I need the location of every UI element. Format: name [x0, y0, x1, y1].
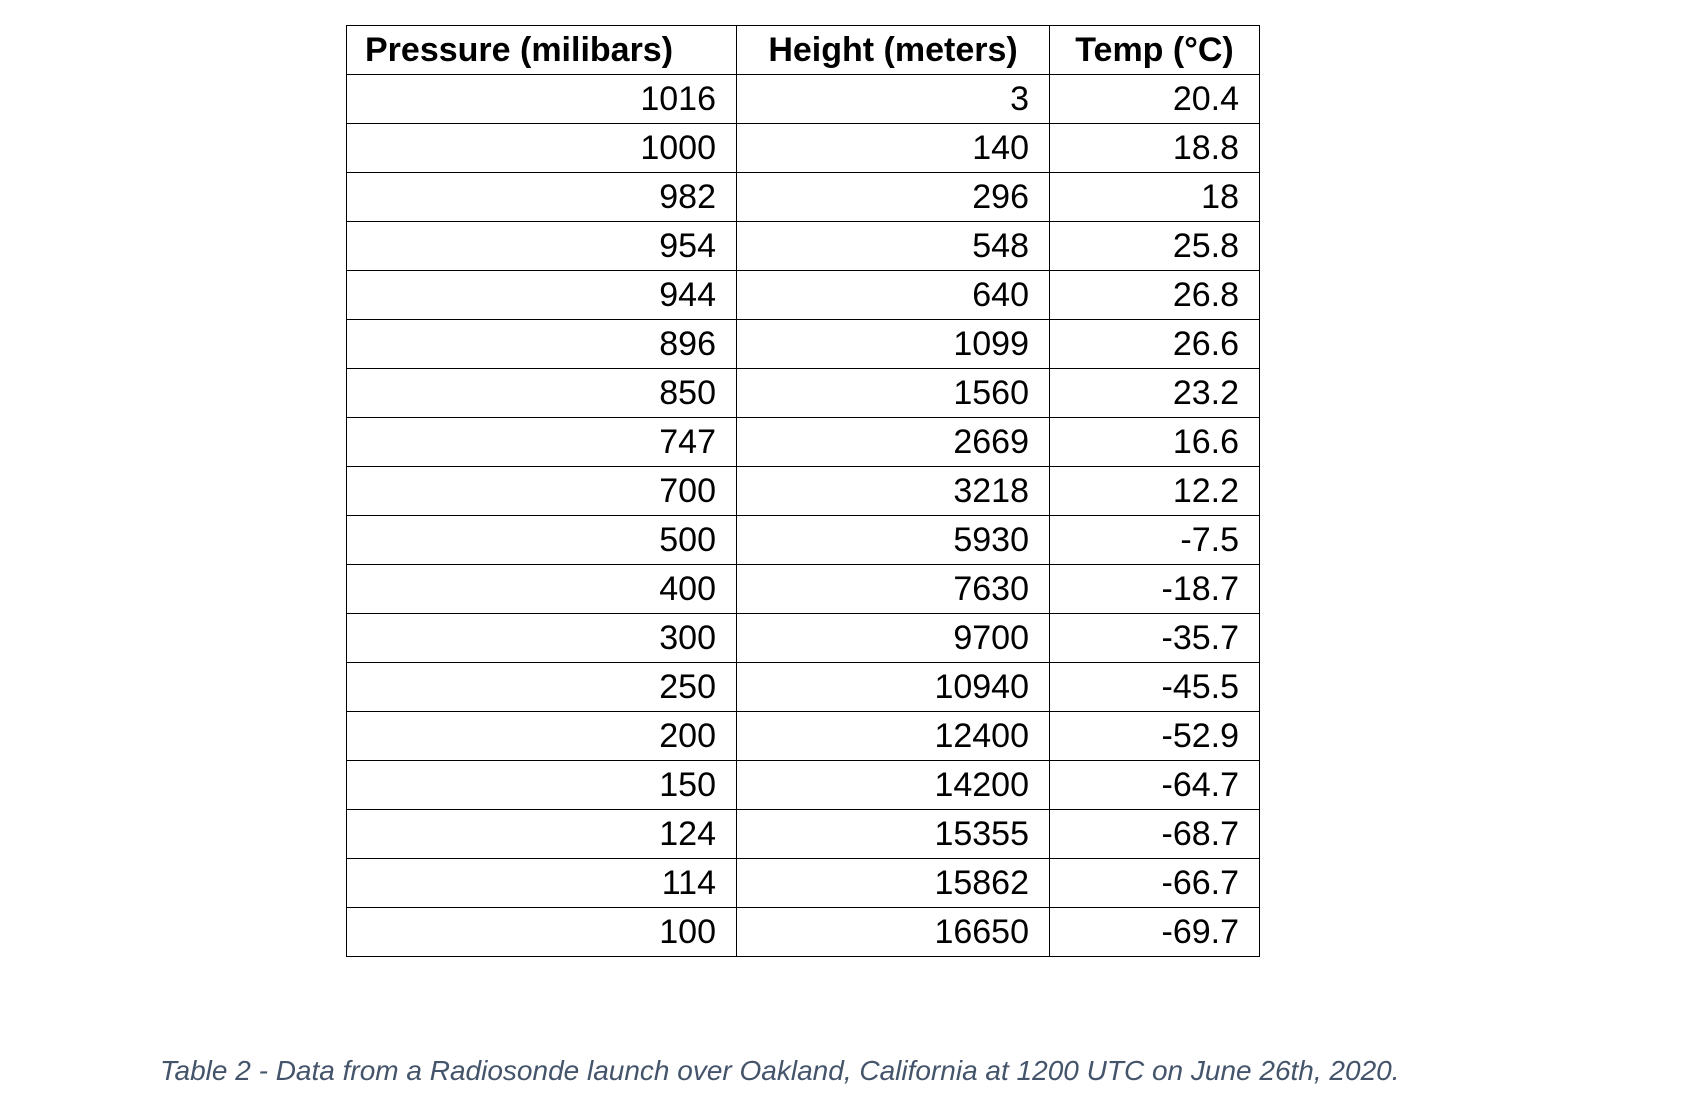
table-body: 1016 3 20.4 1000 140 18.8 982 296 18 954 548 25.8 94…: [346, 74, 1260, 957]
height-cell: 12400: [736, 711, 1050, 761]
height-cell: 1560: [736, 368, 1050, 418]
table-row: 944 640 26.8: [346, 270, 1260, 320]
table-row: 850 1560 23.2: [346, 368, 1260, 418]
table-row: 1000 140 18.8: [346, 123, 1260, 173]
height-cell: 3218: [736, 466, 1050, 516]
table-row: 200 12400 -52.9: [346, 711, 1260, 761]
pressure-cell: 400: [346, 564, 737, 614]
height-cell: 15355: [736, 809, 1050, 859]
pressure-cell: 250: [346, 662, 737, 712]
temp-cell: 23.2: [1049, 368, 1260, 418]
pressure-cell: 700: [346, 466, 737, 516]
height-cell: 296: [736, 172, 1050, 222]
pressure-cell: 896: [346, 319, 737, 369]
pressure-cell: 500: [346, 515, 737, 565]
pressure-cell: 150: [346, 760, 737, 810]
temp-cell: -69.7: [1049, 907, 1260, 957]
table-row: 747 2669 16.6: [346, 417, 1260, 467]
height-cell: 640: [736, 270, 1050, 320]
table-row: 954 548 25.8: [346, 221, 1260, 271]
height-cell: 15862: [736, 858, 1050, 908]
table-row: 896 1099 26.6: [346, 319, 1260, 369]
header-pressure: Pressure (milibars): [346, 25, 737, 75]
pressure-cell: 944: [346, 270, 737, 320]
height-cell: 140: [736, 123, 1050, 173]
temp-cell: -64.7: [1049, 760, 1260, 810]
table-row: 124 15355 -68.7: [346, 809, 1260, 859]
height-cell: 9700: [736, 613, 1050, 663]
temp-cell: 20.4: [1049, 74, 1260, 124]
table-row: 100 16650 -69.7: [346, 907, 1260, 957]
pressure-cell: 1016: [346, 74, 737, 124]
temp-cell: 26.8: [1049, 270, 1260, 320]
pressure-cell: 124: [346, 809, 737, 859]
pressure-cell: 114: [346, 858, 737, 908]
table-row: 400 7630 -18.7: [346, 564, 1260, 614]
temp-cell: -45.5: [1049, 662, 1260, 712]
table-row: 982 296 18: [346, 172, 1260, 222]
radiosonde-data-table: Pressure (milibars) Height (meters) Temp…: [346, 25, 1260, 957]
temp-cell: 16.6: [1049, 417, 1260, 467]
height-cell: 1099: [736, 319, 1050, 369]
temp-cell: -35.7: [1049, 613, 1260, 663]
height-cell: 10940: [736, 662, 1050, 712]
temp-cell: -52.9: [1049, 711, 1260, 761]
table-row: 114 15862 -66.7: [346, 858, 1260, 908]
header-height: Height (meters): [736, 25, 1050, 75]
pressure-cell: 850: [346, 368, 737, 418]
height-cell: 3: [736, 74, 1050, 124]
temp-cell: -66.7: [1049, 858, 1260, 908]
table-row: 500 5930 -7.5: [346, 515, 1260, 565]
pressure-cell: 982: [346, 172, 737, 222]
height-cell: 16650: [736, 907, 1050, 957]
pressure-cell: 954: [346, 221, 737, 271]
temp-cell: 12.2: [1049, 466, 1260, 516]
height-cell: 5930: [736, 515, 1050, 565]
height-cell: 2669: [736, 417, 1050, 467]
table-row: 700 3218 12.2: [346, 466, 1260, 516]
height-cell: 7630: [736, 564, 1050, 614]
table-header-row: Pressure (milibars) Height (meters) Temp…: [346, 25, 1260, 75]
pressure-cell: 1000: [346, 123, 737, 173]
pressure-cell: 100: [346, 907, 737, 957]
table-row: 150 14200 -64.7: [346, 760, 1260, 810]
table-caption: Table 2 - Data from a Radiosonde launch …: [160, 1055, 1400, 1086]
temp-cell: 26.6: [1049, 319, 1260, 369]
table-row: 1016 3 20.4: [346, 74, 1260, 124]
height-cell: 14200: [736, 760, 1050, 810]
temp-cell: 25.8: [1049, 221, 1260, 271]
pressure-cell: 200: [346, 711, 737, 761]
table-row: 300 9700 -35.7: [346, 613, 1260, 663]
temp-cell: -7.5: [1049, 515, 1260, 565]
header-temp: Temp (°C): [1049, 25, 1260, 75]
temp-cell: 18.8: [1049, 123, 1260, 173]
temp-cell: 18: [1049, 172, 1260, 222]
temp-cell: -68.7: [1049, 809, 1260, 859]
pressure-cell: 300: [346, 613, 737, 663]
temp-cell: -18.7: [1049, 564, 1260, 614]
height-cell: 548: [736, 221, 1050, 271]
table-row: 250 10940 -45.5: [346, 662, 1260, 712]
pressure-cell: 747: [346, 417, 737, 467]
